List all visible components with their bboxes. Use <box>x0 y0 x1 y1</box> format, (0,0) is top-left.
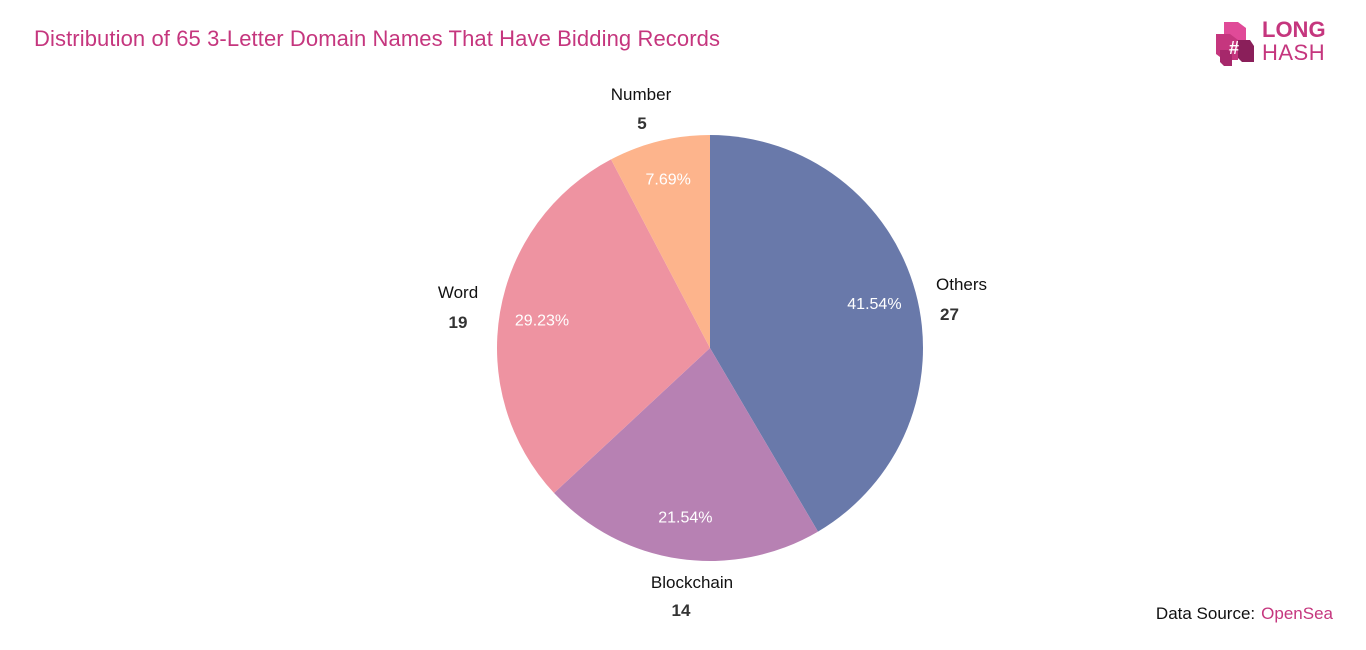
pie-value-label-number: 5 <box>637 114 646 133</box>
pie-percent-label-blockchain: 21.54% <box>658 510 712 527</box>
pie-value-label-others: 27 <box>940 305 959 324</box>
pie-category-label-others: Others <box>936 275 987 294</box>
pie-value-label-word: 19 <box>449 313 468 332</box>
pie-value-label-blockchain: 14 <box>672 601 691 620</box>
logo-text-long: LONG <box>1262 17 1326 42</box>
cube-hash-icon: # <box>1216 22 1254 66</box>
pie-slice-number <box>611 135 710 348</box>
logo-text-hash: HASH <box>1262 40 1326 65</box>
pie-category-label-blockchain: Blockchain <box>651 573 733 592</box>
pie-slice-others <box>710 135 924 532</box>
pie-category-label-word: Word <box>438 283 478 302</box>
data-source-value: OpenSea <box>1261 604 1333 623</box>
pie-slice-word <box>497 159 710 494</box>
pie-percent-label-others: 41.54% <box>847 296 901 313</box>
pie-category-label-number: Number <box>611 85 672 104</box>
data-source: Data Source: OpenSea <box>1156 604 1333 624</box>
pie-percent-label-word: 29.23% <box>515 312 569 329</box>
svg-text:#: # <box>1229 38 1239 58</box>
pie-slice-blockchain <box>554 348 818 561</box>
chart-title: Distribution of 65 3-Letter Domain Names… <box>34 26 721 51</box>
data-source-label: Data Source: <box>1155 604 1256 623</box>
longhash-logo: # LONG HASH <box>1212 18 1342 70</box>
pie-percent-label-number: 7.69% <box>646 171 691 188</box>
